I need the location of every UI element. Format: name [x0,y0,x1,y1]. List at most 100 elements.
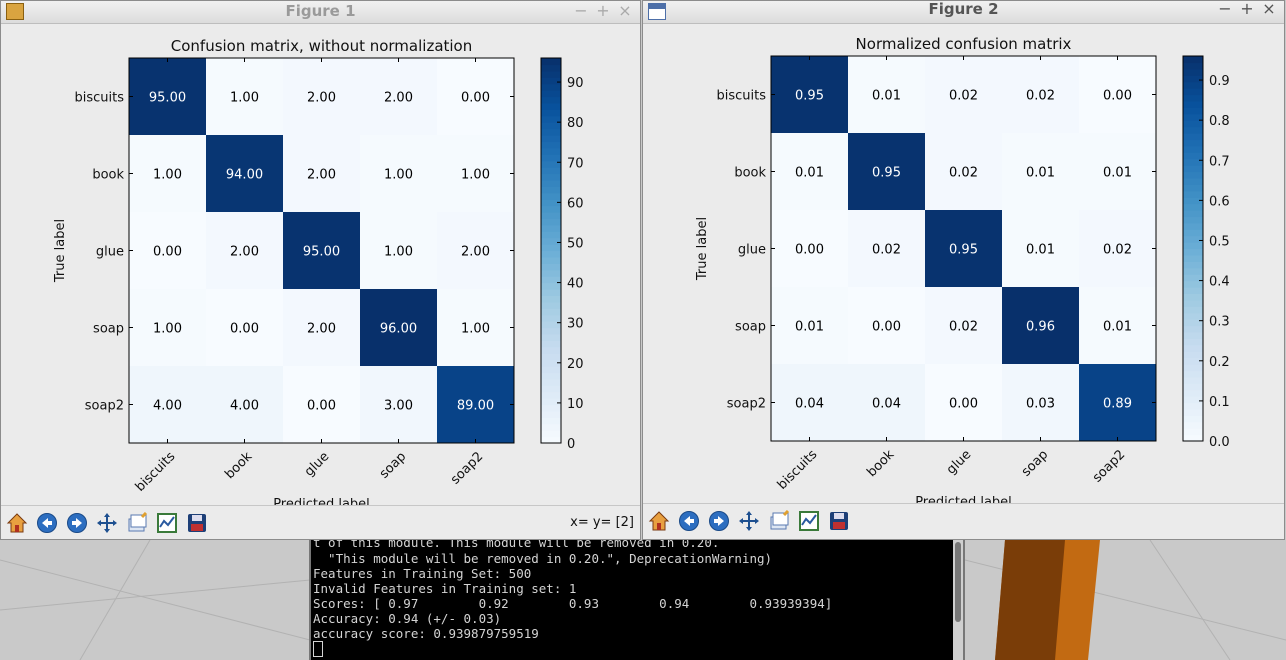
heatmap-cell [771,56,848,133]
colorbar-segment [1183,364,1203,372]
cell-value-label: 0.89 [1103,397,1132,412]
cell-value-label: 2.00 [461,245,490,260]
colorbar-segment [541,430,561,438]
terminal-window[interactable]: t of this module. This module will be re… [309,535,965,660]
titlebar[interactable]: Figure 2 − + × [643,1,1284,24]
back-button[interactable] [34,510,60,536]
x-tick-label: book [222,449,255,482]
colorbar-segment [541,378,561,386]
colorbar-tick-label: 0.3 [1209,315,1230,330]
colorbar-segment [541,282,561,290]
colorbar-segment [541,308,561,316]
colorbar-segment [1183,81,1203,89]
colorbar-segment [1183,158,1203,166]
figure-canvas[interactable]: Normalized confusion matrix 0.95 0.01 0.02 0… [643,22,1283,510]
colorbar-segment [1183,357,1203,365]
zoom-button[interactable] [766,508,792,534]
colorbar-segment [541,385,561,393]
close-button[interactable]: × [1262,0,1276,18]
colorbar-segment [1183,331,1203,339]
cell-value-label: 0.95 [795,89,824,104]
heatmap-cell [1079,133,1156,210]
heatmap-cell [360,58,437,135]
home-button[interactable] [4,510,30,536]
maximize-button[interactable]: + [596,1,610,20]
pan-button[interactable] [736,508,762,534]
terminal-scrollbar[interactable] [953,540,963,660]
cell-value-label: 0.02 [949,89,978,104]
colorbar-segment [541,372,561,380]
cell-value-label: 0.02 [872,243,901,258]
cell-value-label: 0.00 [1103,89,1132,104]
minimize-button[interactable]: − [1218,0,1232,18]
scrollbar-thumb[interactable] [955,542,961,622]
heatmap-cell [925,210,1002,287]
chart-title: Normalized confusion matrix [856,35,1072,53]
colorbar-segment [1183,184,1203,192]
colorbar-segment [1183,190,1203,198]
back-button[interactable] [676,508,702,534]
configure-subplots-button[interactable] [796,508,822,534]
heatmap-cell [1002,364,1079,441]
colorbar-segment [1183,177,1203,185]
colorbar-segment [541,167,561,175]
colorbar-segment [541,346,561,354]
forward-arrow-icon [709,511,729,531]
colorbar-segment [541,417,561,425]
close-button[interactable]: × [618,1,632,20]
colorbar-frame [1182,55,1204,442]
colorbar-segment [1183,113,1203,121]
normalized-confusion-matrix-chart: Normalized confusion matrix 0.95 0.01 0.02 0… [695,35,1230,510]
minimize-button[interactable]: − [574,1,588,20]
colorbar-segment [1183,434,1203,442]
titlebar[interactable]: Figure 1 − + × [1,1,640,24]
cell-value-label: 0.00 [872,320,901,335]
y-tick-label: glue [96,245,124,260]
colorbar-segment [541,327,561,335]
heatmap-cell [437,289,514,366]
cell-value-label: 2.00 [384,91,413,106]
y-tick-label: soap2 [85,399,124,414]
pan-button[interactable] [94,510,120,536]
x-axis-label: Predicted label [273,497,370,505]
colorbar-segment [541,391,561,399]
forward-button[interactable] [706,508,732,534]
heatmap-cell [360,212,437,289]
cell-value-label: 1.00 [153,168,182,183]
maximize-button[interactable]: + [1240,0,1254,18]
colorbar-segment [1183,428,1203,436]
save-button[interactable] [184,510,210,536]
cell-value-label: 0.96 [1026,320,1055,335]
figure-1-window: Figure 1 − + × Confusion matrix, without n… [0,0,641,540]
colorbar-segment [541,147,561,155]
colorbar-segment [541,90,561,98]
colorbar-segment [541,263,561,271]
pan-icon [739,511,759,531]
cell-value-label: 1.00 [461,168,490,183]
colorbar-segment [1183,165,1203,173]
cell-value-label: 0.00 [795,243,824,258]
colorbar-segment [1183,280,1203,288]
colorbar-segment [541,64,561,72]
colorbar-segment [1183,94,1203,102]
colorbar-segment [1183,235,1203,243]
forward-button[interactable] [64,510,90,536]
cell-value-label: 0.01 [795,166,824,181]
cell-value-label: 95.00 [149,91,186,106]
zoom-button[interactable] [124,510,150,536]
colorbar-tick-label: 0.5 [1209,234,1230,249]
colorbar-segment [1183,120,1203,128]
colorbar-segment [541,70,561,78]
figure-canvas[interactable]: Confusion matrix, without normalization 9… [1,24,640,512]
cell-value-label: 0.01 [795,320,824,335]
heatmap-cell [848,133,925,210]
colorbar-segment [541,212,561,220]
configure-subplots-button[interactable] [154,510,180,536]
cell-value-label: 89.00 [457,399,494,414]
save-button[interactable] [826,508,852,534]
cell-value-label: 0.01 [1103,320,1132,335]
x-tick-label: soap [377,449,409,481]
colorbar-segment [541,192,561,200]
home-button[interactable] [646,508,672,534]
chart-title: Confusion matrix, without normalization [171,37,473,55]
